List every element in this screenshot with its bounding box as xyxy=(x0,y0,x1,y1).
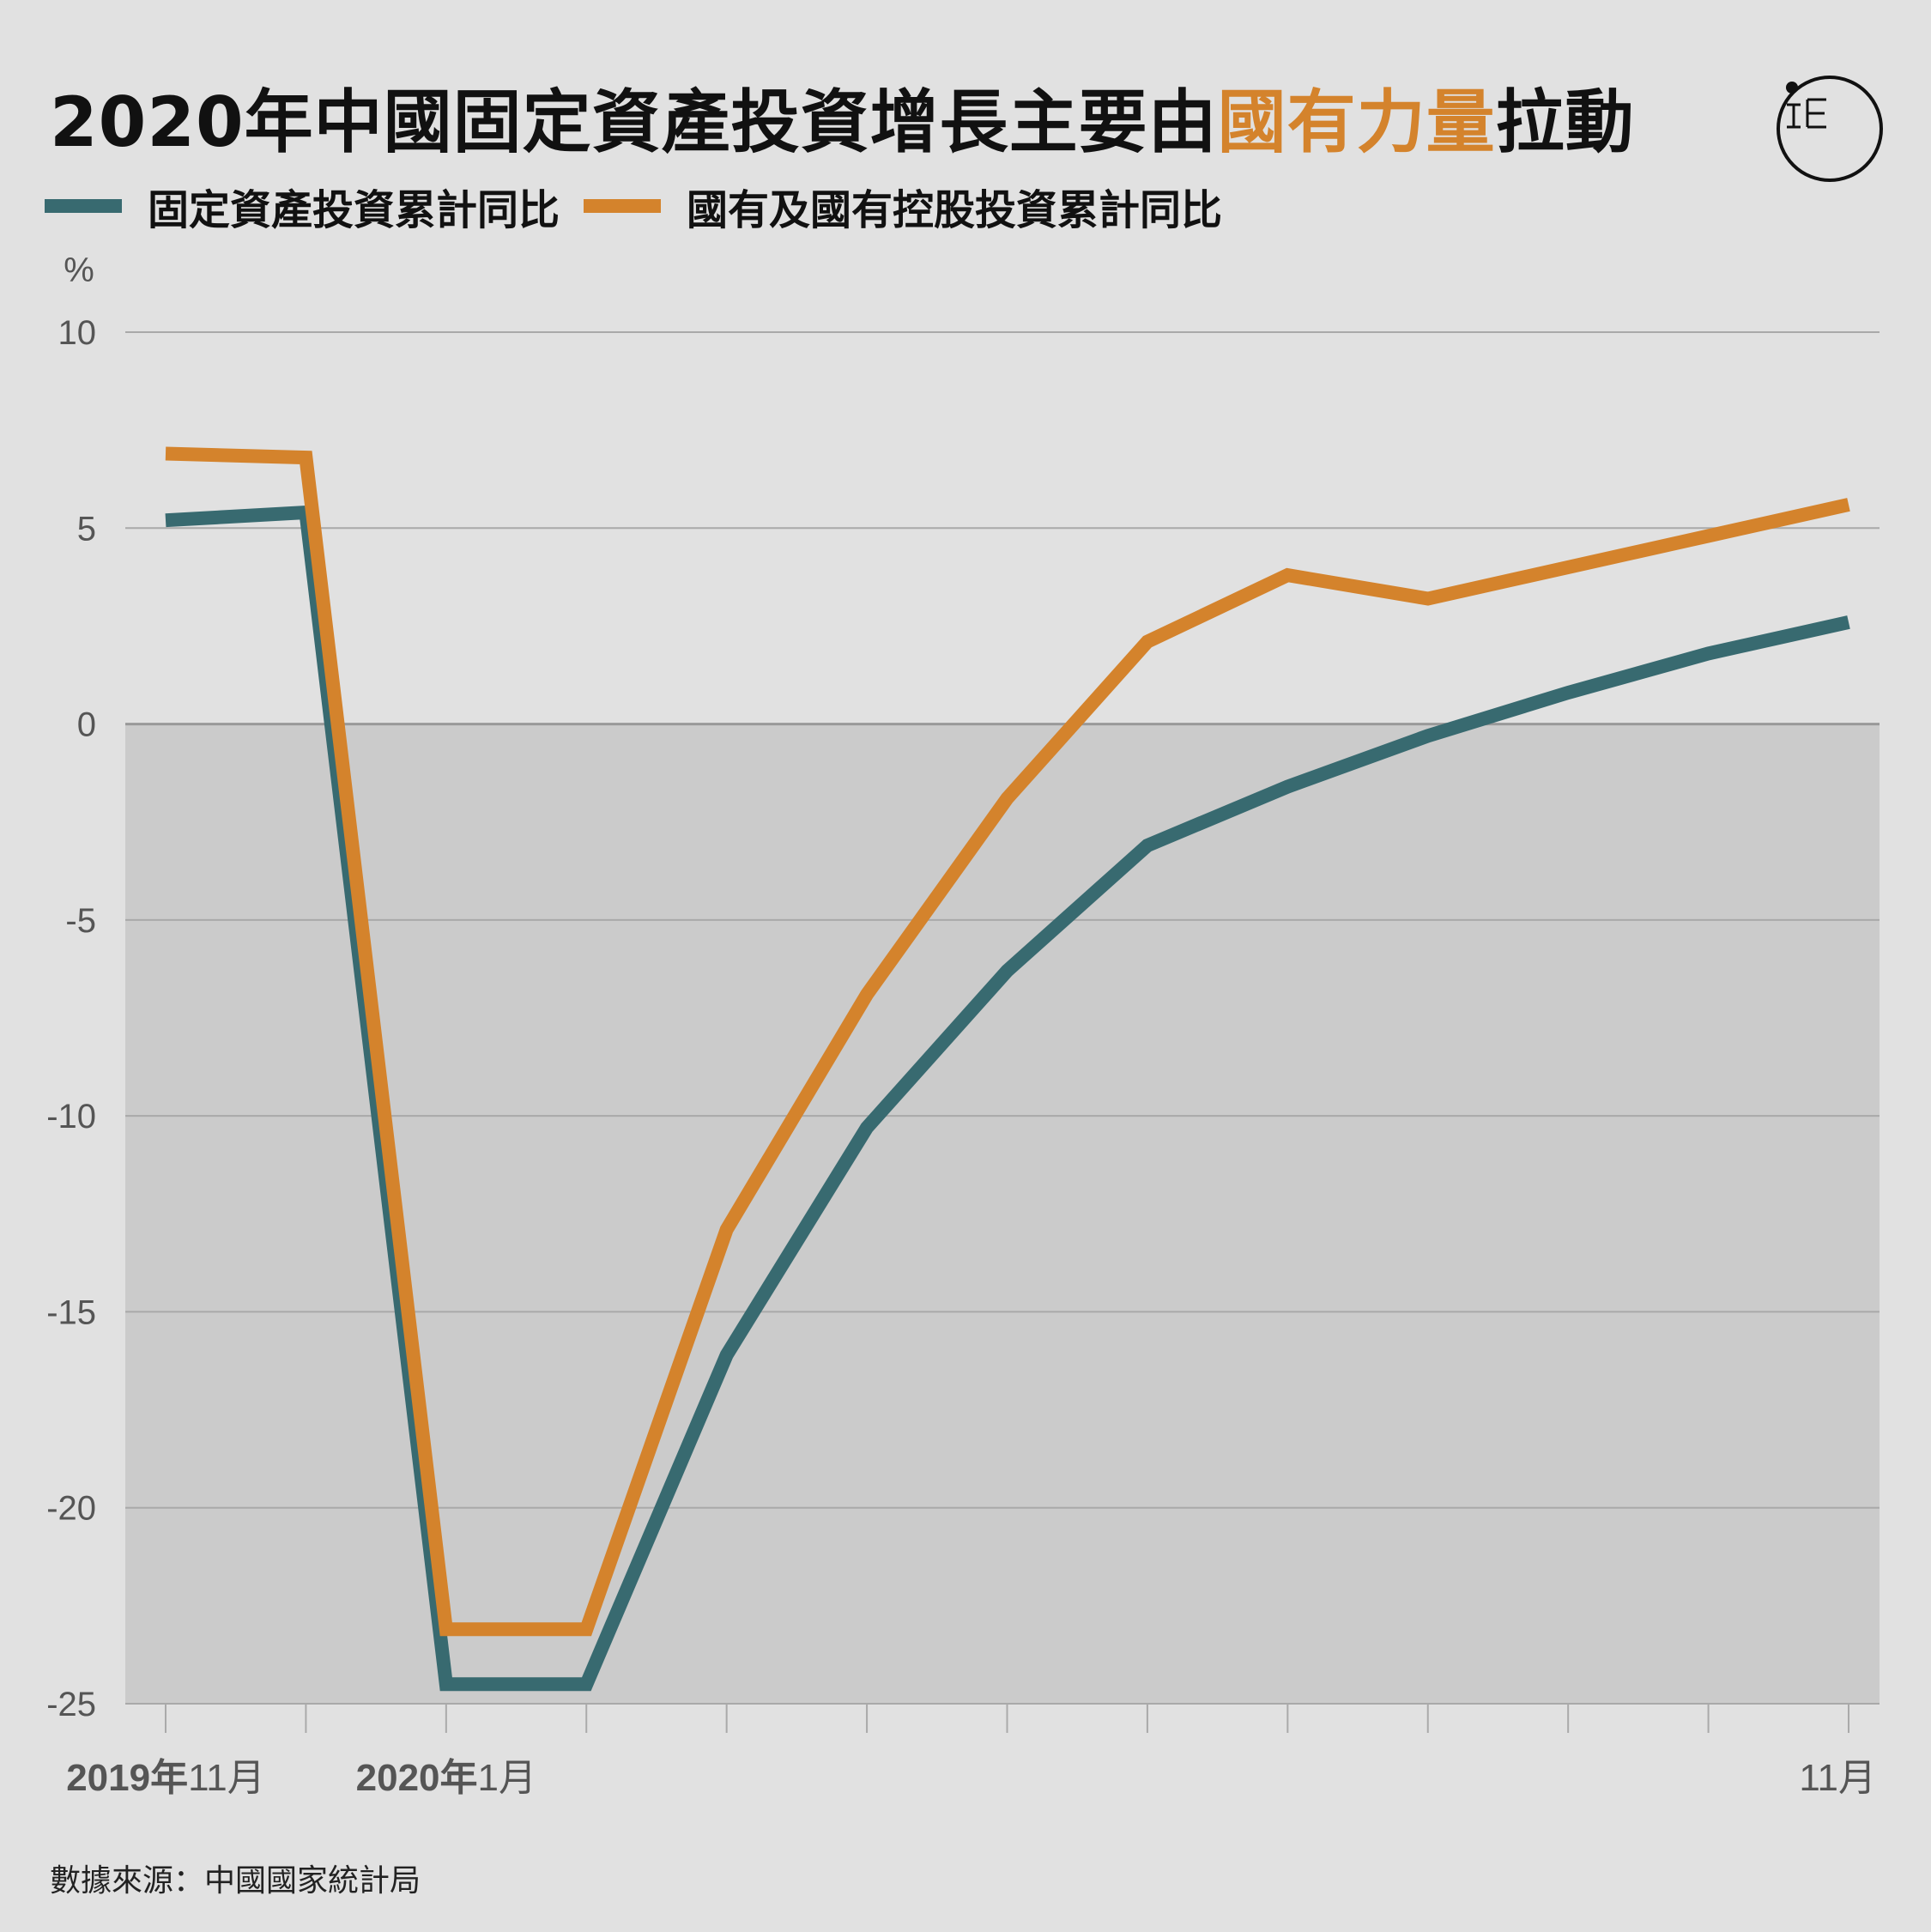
title-suffix: 拉動 xyxy=(1495,82,1635,162)
legend: 固定資產投資累計同比 國有及國有控股投資累計同比 xyxy=(45,180,1246,234)
y-tick-label: -20 xyxy=(46,1490,96,1528)
x-tick-label: 11月 xyxy=(1799,1757,1876,1799)
y-tick-label: 0 xyxy=(77,706,96,744)
legend-item-state-owned: 國有及國有控股投資累計同比 xyxy=(584,176,1222,236)
series-line-state-owned xyxy=(165,446,1850,1637)
legend-swatch-state-owned xyxy=(584,199,662,213)
title-highlight: 國有力量 xyxy=(1217,82,1496,162)
x-tick-label: 2020年1月 xyxy=(356,1757,536,1799)
y-tick-label: -15 xyxy=(46,1293,96,1331)
data-source: 數據來源：中國國家統計局 xyxy=(50,1863,421,1899)
legend-label-fixed-asset: 固定資產投資累計同比 xyxy=(148,186,560,234)
legend-swatch-fixed-asset xyxy=(45,199,122,213)
negative-area-shading xyxy=(125,724,1880,1704)
x-tick-label: 2019年11月 xyxy=(66,1757,265,1799)
initium-logo-icon xyxy=(1777,76,1883,182)
y-tick-label: -5 xyxy=(65,902,96,940)
y-tick-label: -10 xyxy=(46,1098,96,1136)
y-tick-label: 10 xyxy=(58,314,97,352)
legend-label-state-owned: 國有及國有控股投資累計同比 xyxy=(687,186,1223,234)
series-line-fixed-asset xyxy=(165,505,1850,1692)
y-tick-label: -25 xyxy=(46,1686,96,1723)
y-axis-unit: % xyxy=(64,251,94,289)
chart-title: 2020年中國固定資產投資增長主要由國有力量拉動 xyxy=(50,67,1635,167)
y-tick-label: 5 xyxy=(77,510,96,548)
title-prefix: 2020年中國固定資產投資增長主要由 xyxy=(50,82,1218,162)
legend-item-fixed-asset: 固定資產投資累計同比 xyxy=(45,176,560,236)
